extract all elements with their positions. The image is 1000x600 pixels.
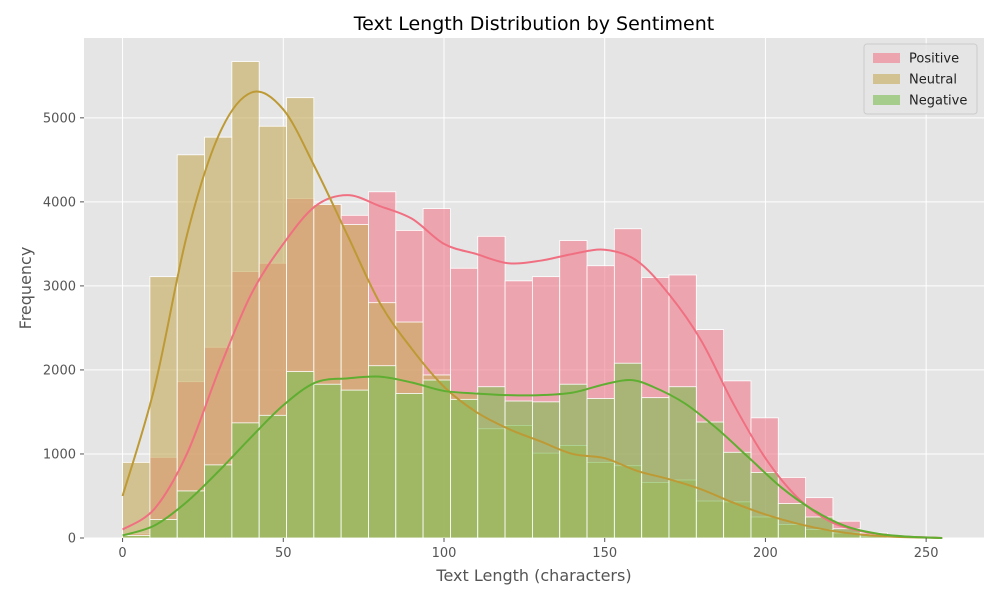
legend-swatch-negative <box>873 95 900 105</box>
kde-line-negative <box>122 375 943 539</box>
legend-label-positive: Positive <box>909 52 959 67</box>
bar-negative <box>122 535 151 539</box>
x-tick-label: 250 <box>914 546 939 561</box>
bar-negative <box>613 362 643 539</box>
bar-neutral <box>176 154 205 539</box>
legend-swatch-neutral <box>873 74 900 84</box>
x-tick-label: 100 <box>432 546 457 561</box>
legend-swatch-positive <box>873 53 900 63</box>
x-axis-ticks: 0 50 100 150 200 250 <box>118 538 939 561</box>
bar-negative <box>641 397 670 539</box>
x-tick-label: 200 <box>753 546 778 561</box>
legend-label-negative: Negative <box>909 94 967 109</box>
bar-negative <box>586 398 615 539</box>
y-tick-label: 5000 <box>43 111 76 126</box>
bar-negative <box>477 386 506 539</box>
bar-negative <box>695 421 725 539</box>
y-tick-label: 0 <box>68 532 76 547</box>
bar-negative <box>395 393 424 539</box>
bar-negative <box>668 386 697 539</box>
legend-label-neutral: Neutral <box>909 73 957 88</box>
bar-negative <box>258 414 287 539</box>
bar-negative <box>204 464 233 539</box>
y-axis-label: Frequency <box>16 247 35 330</box>
bar-neutral <box>149 276 178 539</box>
bar-negative <box>368 365 397 539</box>
kde-line-neutral <box>121 90 943 539</box>
y-tick-label: 3000 <box>43 279 76 294</box>
kde-line-positive <box>122 194 943 539</box>
bar-negative <box>149 519 178 539</box>
bar-negative <box>422 379 451 539</box>
bar-negative <box>559 383 588 539</box>
y-tick-label: 1000 <box>43 447 76 462</box>
chart-title: Text Length Distribution by Sentiment <box>353 13 714 35</box>
bar-negative <box>531 401 561 539</box>
x-axis-label: Text Length (characters) <box>435 566 631 585</box>
x-tick-label: 50 <box>275 546 292 561</box>
bar-negative <box>723 451 752 539</box>
bar-negative <box>313 383 342 539</box>
bar-negative <box>777 503 807 539</box>
kde-curves <box>121 90 943 539</box>
y-tick-label: 4000 <box>43 195 76 210</box>
bar-negative <box>504 400 533 539</box>
legend: Positive Neutral Negative <box>863 43 978 115</box>
bar-negative <box>340 389 369 539</box>
x-tick-label: 150 <box>592 546 617 561</box>
y-tick-label: 2000 <box>43 363 76 378</box>
bar-negative <box>450 398 479 539</box>
bars-negative <box>122 362 943 539</box>
bar-neutral <box>122 461 151 539</box>
bar-negative <box>231 422 260 539</box>
bar-negative <box>286 371 315 539</box>
histogram-bars <box>122 61 943 539</box>
x-tick-label: 0 <box>118 546 126 561</box>
y-axis-ticks: 0 1000 2000 3000 4000 5000 <box>43 111 84 547</box>
bar-negative <box>805 516 834 539</box>
